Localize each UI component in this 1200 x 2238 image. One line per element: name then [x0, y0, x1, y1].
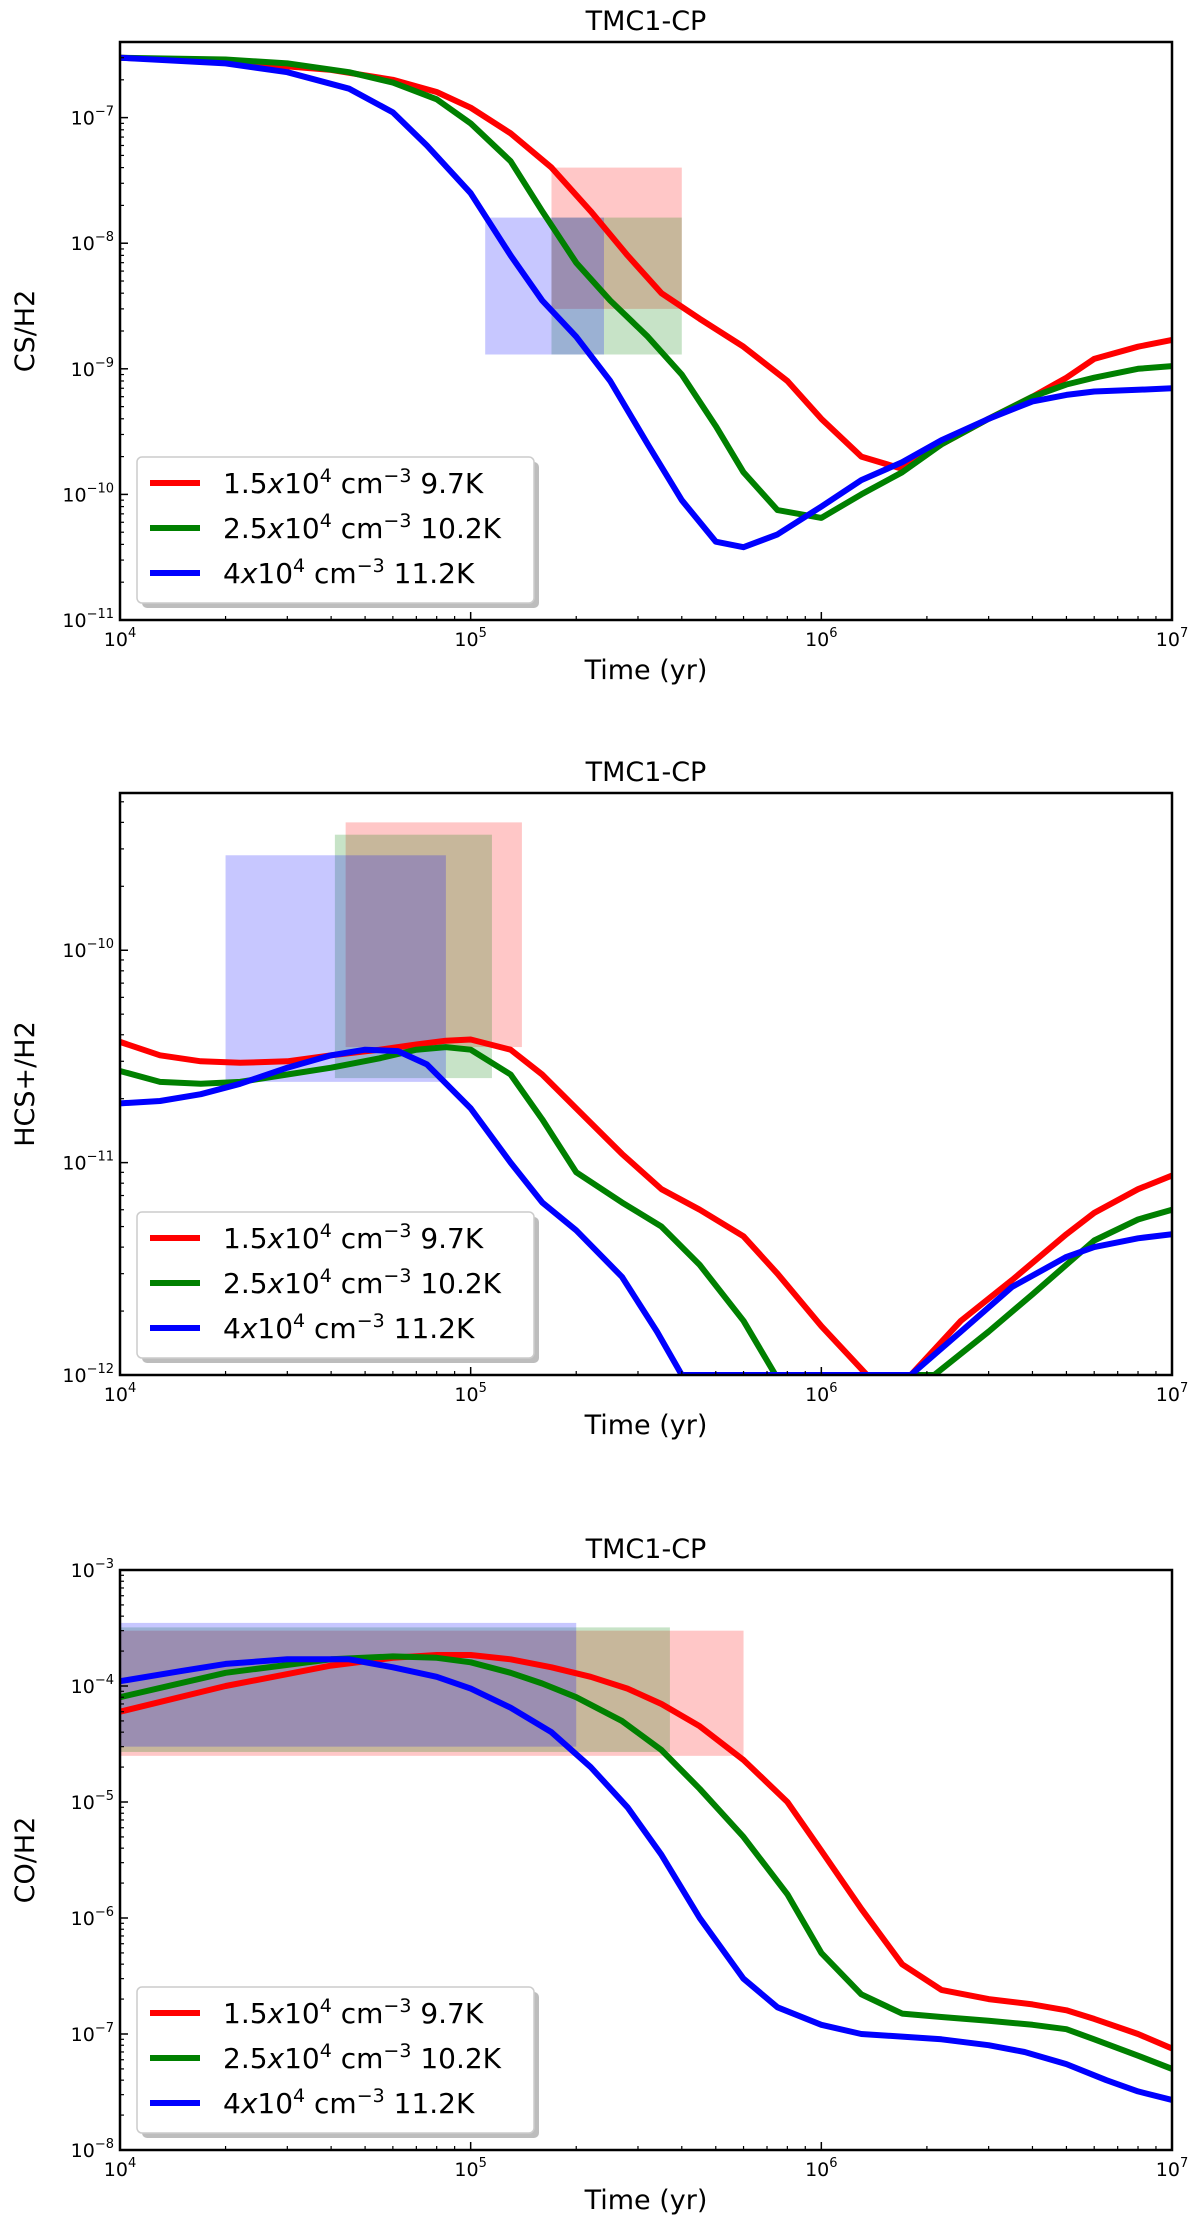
legend-label: 1.5x104 cm−3 9.7K [223, 1220, 484, 1255]
x-tick-label: 106 [805, 626, 837, 651]
x-axis-label: Time (yr) [584, 655, 708, 686]
chart-title: TMC1-CP [585, 6, 707, 37]
legend-label: 2.5x104 cm−3 10.2K [223, 2040, 502, 2075]
legend: 1.5x104 cm−3 9.7K 2.5x104 cm−3 10.2K 4x104… [136, 1211, 539, 1363]
range-box-1 [345, 822, 522, 1048]
y-tick-label: 10−10 [62, 937, 114, 962]
y-tick-label: 10−3 [71, 1557, 114, 1582]
series-line-3 [120, 1656, 1172, 2103]
series-line-2 [120, 54, 1172, 521]
y-tick-label: 10−10 [62, 481, 114, 506]
legend-label: 4x104 cm−3 11.2K [223, 2085, 475, 2120]
legend-box [136, 1211, 535, 1359]
x-tick-label: 105 [454, 626, 486, 651]
y-tick-label: 10−9 [71, 356, 114, 381]
y-axis-label: CS/H2 [10, 290, 41, 373]
legend-box [136, 456, 535, 604]
legend-box [136, 1986, 535, 2134]
axes-frame [118, 1568, 1174, 2152]
x-tick-label: 105 [454, 2156, 486, 2181]
series-line-2 [120, 1653, 1172, 2072]
y-tick-label: 10−4 [71, 1673, 114, 1698]
series-line-1 [120, 1036, 1172, 1375]
legend-label: 2.5x104 cm−3 10.2K [223, 1265, 502, 1300]
series-line-3 [120, 1046, 1172, 1375]
x-tick-label: 105 [454, 1381, 486, 1406]
legend-label: 4x104 cm−3 11.2K [223, 1310, 475, 1345]
y-tick-label: 10−11 [62, 607, 114, 632]
y-tick-label: 10−5 [71, 1789, 114, 1814]
chart-panel-1: 104 105 106 107 10−11 10−10 10−9 10−8 10−7 TMC1-C… [10, 6, 1188, 686]
series-line-3 [120, 54, 1172, 551]
x-axis-label: Time (yr) [584, 2185, 708, 2216]
x-tick-label: 107 [1156, 2156, 1188, 2181]
y-tick-label: 10−8 [71, 2137, 114, 2162]
legend: 1.5x104 cm−3 9.7K 2.5x104 cm−3 10.2K 4x104… [136, 1986, 539, 2138]
x-tick-label: 106 [805, 1381, 837, 1406]
x-tick-label: 106 [805, 2156, 837, 2181]
legend-label: 1.5x104 cm−3 9.7K [223, 1995, 484, 2030]
axes-frame [118, 791, 1174, 1377]
legend: 1.5x104 cm−3 9.7K 2.5x104 cm−3 10.2K 4x104… [136, 456, 539, 608]
y-tick-label: 10−12 [62, 1362, 114, 1387]
y-axis-label: HCS+/H2 [10, 1021, 41, 1147]
chart-panel-2: 104 105 106 107 10−12 10−11 10−10 TMC1-CP Time (… [10, 757, 1188, 1441]
x-tick-label: 107 [1156, 626, 1188, 651]
y-tick-label: 10−8 [71, 230, 114, 255]
legend-label: 2.5x104 cm−3 10.2K [223, 510, 502, 545]
range-box-3 [485, 217, 604, 355]
y-axis-label: CO/H2 [10, 1817, 41, 1904]
y-tick-label: 10−7 [71, 2021, 114, 2046]
series-line-2 [120, 1044, 1172, 1375]
range-box-3 [120, 1622, 577, 1747]
x-tick-label: 104 [104, 2156, 136, 2181]
chart-title: TMC1-CP [585, 757, 707, 788]
y-tick-label: 10−6 [71, 1905, 114, 1930]
x-tick-label: 104 [104, 626, 136, 651]
legend-label: 4x104 cm−3 11.2K [223, 555, 475, 590]
legend-label: 1.5x104 cm−3 9.7K [223, 465, 484, 500]
y-tick-label: 10−7 [71, 105, 114, 130]
chart-panel-3: 104 105 106 107 10−8 10−7 10−6 10−5 10−4 10−3 TMC1… [10, 1534, 1188, 2216]
x-axis-label: Time (yr) [584, 1410, 708, 1441]
x-tick-label: 104 [104, 1381, 136, 1406]
chart-title: TMC1-CP [585, 1534, 707, 1565]
x-tick-label: 107 [1156, 1381, 1188, 1406]
y-tick-label: 10−11 [62, 1150, 114, 1175]
